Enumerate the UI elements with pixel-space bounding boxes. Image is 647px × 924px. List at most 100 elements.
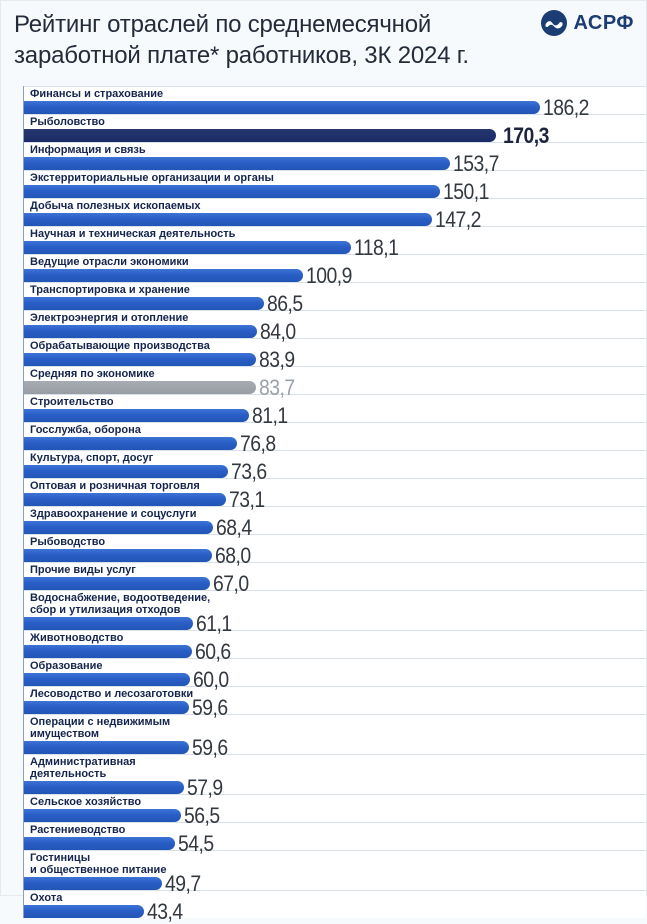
bar-value: 56,5 bbox=[183, 802, 220, 828]
bar-chart: Финансы и страхование 186,2 Рыболовство … bbox=[23, 86, 646, 922]
bar-row: Финансы и страхование 186,2 bbox=[24, 86, 646, 118]
bar bbox=[24, 409, 249, 422]
bar-label: Прочие виды услуг bbox=[30, 564, 136, 576]
bar-label: Лесоводство и лесозаготовки bbox=[30, 688, 194, 700]
bar bbox=[24, 353, 257, 366]
bar-row: Водоснабжение, водоотведение, сбор и ути… bbox=[24, 590, 646, 634]
bar-label: Сельское хозяйство bbox=[30, 796, 142, 808]
bar-label: Добыча полезных ископаемых bbox=[30, 200, 201, 212]
bar-label: Водоснабжение, водоотведение, сбор и ути… bbox=[30, 592, 211, 616]
bar-value: 84,0 bbox=[259, 318, 296, 344]
bar bbox=[24, 645, 192, 658]
bar bbox=[24, 325, 257, 338]
bar-line: 67,0 bbox=[24, 572, 646, 594]
bar-line: 83,9 bbox=[24, 348, 646, 370]
bar-label: Административная деятельность bbox=[30, 756, 136, 780]
bar-row: Научная и техническая деятельность 118,1 bbox=[24, 226, 646, 258]
bar-value: 49,7 bbox=[164, 870, 201, 896]
bar-row: Растениеводство 54,5 bbox=[24, 822, 646, 854]
bar-label: Транспортировка и хранение bbox=[30, 284, 190, 296]
bar-row: Прочие виды услуг 67,0 bbox=[24, 562, 646, 594]
bar-label: Оптовая и розничная торговля bbox=[30, 480, 200, 492]
bar-label: Финансы и страхование bbox=[30, 88, 164, 100]
bar-label: Госслужба, оборона bbox=[30, 424, 141, 436]
bar-row: Ведущие отрасли экономики 100,9 bbox=[24, 254, 646, 286]
bar-label: Растениеводство bbox=[30, 824, 126, 836]
bar-value: 147,2 bbox=[434, 206, 481, 232]
bar-label: Культура, спорт, досуг bbox=[30, 452, 154, 464]
bar-value: 150,1 bbox=[442, 178, 489, 204]
bar bbox=[24, 809, 181, 822]
bar-line: 73,6 bbox=[24, 460, 646, 482]
bar bbox=[24, 381, 256, 394]
bar-line: 43,4 bbox=[24, 900, 646, 922]
bar-label: Рыбоводство bbox=[30, 536, 106, 548]
bar bbox=[24, 617, 194, 630]
bar-line: 170,3 bbox=[24, 124, 646, 146]
bar-value: 68,0 bbox=[215, 542, 251, 568]
bar-line: 150,1 bbox=[24, 180, 646, 202]
bar-row: Животноводство 60,6 bbox=[24, 630, 646, 662]
bar-row: Лесоводство и лесозаготовки 59,6 bbox=[24, 686, 646, 718]
bar-value: 60,6 bbox=[194, 638, 231, 664]
bar bbox=[24, 241, 352, 254]
bar-line: 84,0 bbox=[24, 320, 646, 342]
bar-value: 54,5 bbox=[177, 830, 214, 856]
bar-row: Экстерриториальные организации и органы … bbox=[24, 170, 646, 202]
bar bbox=[24, 269, 304, 282]
bar-line: 100,9 bbox=[24, 264, 646, 286]
bar bbox=[24, 673, 191, 686]
bar bbox=[24, 877, 162, 890]
bar bbox=[24, 101, 540, 114]
bar-value: 59,6 bbox=[192, 734, 228, 760]
bar-label: Охота bbox=[30, 892, 63, 904]
bar-line: 49,7 bbox=[24, 872, 646, 894]
bar-line: 54,5 bbox=[24, 832, 646, 854]
bar-row: Добыча полезных ископаемых 147,2 bbox=[24, 198, 646, 230]
bar-row: Охота 43,4 bbox=[24, 890, 646, 922]
bar-value: 76,8 bbox=[239, 430, 276, 456]
bar-value: 86,5 bbox=[266, 290, 303, 316]
bar-value: 83,9 bbox=[259, 346, 295, 372]
bar-row: Культура, спорт, досуг 73,6 bbox=[24, 450, 646, 482]
page-title: Рейтинг отраслей по среднемесячной зараб… bbox=[14, 11, 469, 69]
bar-row: Госслужба, оборона 76,8 bbox=[24, 422, 646, 454]
bar bbox=[24, 129, 496, 142]
bar-line: 57,9 bbox=[24, 776, 646, 798]
bar-row: Образование 60,0 bbox=[24, 658, 646, 690]
bar-label: Операции с недвижимым имуществом bbox=[30, 716, 171, 740]
bar-value: 67,0 bbox=[212, 570, 249, 596]
bar-row: Обрабатывающие производства 83,9 bbox=[24, 338, 646, 370]
bar-row: Рыбоводство 68,0 bbox=[24, 534, 646, 566]
bar-value: 60,0 bbox=[193, 666, 229, 692]
bar-value: 68,4 bbox=[216, 514, 253, 540]
bar bbox=[24, 157, 450, 170]
bar-line: 59,6 bbox=[24, 736, 646, 758]
bar-row: Рыболовство 170,3 bbox=[24, 114, 646, 146]
bar-row: Строительство 81,1 bbox=[24, 394, 646, 426]
bar bbox=[24, 577, 210, 590]
bar-label: Строительство bbox=[30, 396, 114, 408]
bar-label: Средняя по экономике bbox=[30, 368, 155, 380]
bar-line: 81,1 bbox=[24, 404, 646, 426]
bar-row: Сельское хозяйство 56,5 bbox=[24, 794, 646, 826]
bar-line: 76,8 bbox=[24, 432, 646, 454]
bar-value: 153,7 bbox=[452, 150, 499, 176]
wave-icon bbox=[541, 10, 568, 36]
bar-line: 118,1 bbox=[24, 236, 646, 258]
bar-row: Средняя по экономике 83,7 bbox=[24, 366, 646, 398]
bar-value: 43,4 bbox=[147, 898, 183, 924]
bar bbox=[24, 905, 145, 918]
bar-row: Административная деятельность 57,9 bbox=[24, 754, 646, 798]
bar-value: 57,9 bbox=[187, 774, 223, 800]
bar-value: 170,3 bbox=[502, 122, 549, 148]
bar bbox=[24, 781, 185, 794]
bar-line: 147,2 bbox=[24, 208, 646, 230]
bar-label: Экстерриториальные организации и органы bbox=[30, 172, 274, 184]
bar-label: Ведущие отрасли экономики bbox=[30, 256, 189, 268]
header: Рейтинг отраслей по среднемесячной зараб… bbox=[1, 1, 646, 71]
bar-row: Гостиницы и общественное питание 49,7 bbox=[24, 850, 646, 894]
bar-label: Рыболовство bbox=[30, 116, 105, 128]
bar-line: 68,4 bbox=[24, 516, 646, 538]
